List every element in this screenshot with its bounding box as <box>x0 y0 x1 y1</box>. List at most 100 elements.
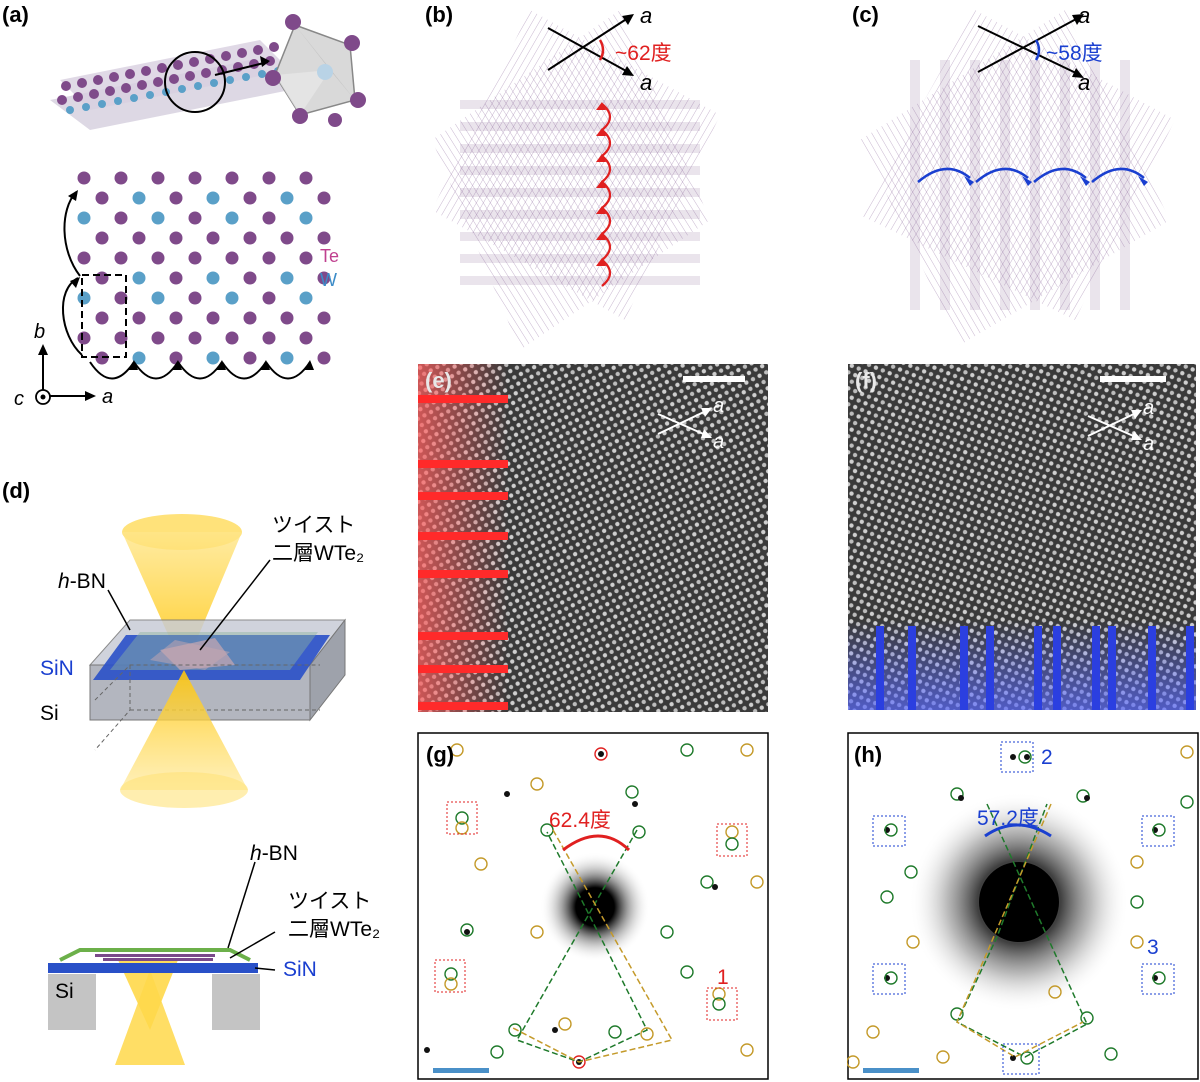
w-atom <box>132 271 146 285</box>
w-atom <box>206 191 220 205</box>
panel-label-b: (b) <box>425 2 454 27</box>
label-twist-lower-1: ツイスト <box>288 890 371 913</box>
hop-arrow <box>601 181 612 209</box>
label-hbn-upper: h-BN <box>58 570 106 593</box>
stripe-marker <box>1092 626 1100 710</box>
zoom-circle <box>164 51 226 113</box>
te-atom <box>57 95 67 105</box>
stripe-marker <box>418 460 508 468</box>
legend-w: W <box>320 270 337 290</box>
diffraction-ring <box>460 923 474 937</box>
diffraction-spot <box>1010 754 1016 760</box>
scale-bar-g <box>433 1068 489 1073</box>
stripe-marker <box>1053 626 1061 710</box>
te-atom <box>169 271 183 285</box>
te-atom <box>243 351 257 365</box>
label-twist-upper-1: ツイスト <box>272 514 355 537</box>
tem-beam-bottom-cone <box>120 670 248 808</box>
te-atom <box>188 171 202 185</box>
te-atom <box>173 60 183 70</box>
diffraction-ring <box>1080 1011 1094 1025</box>
w-atom <box>151 211 165 225</box>
w-atom <box>280 351 294 365</box>
label-si-upper: Si <box>40 702 59 725</box>
te-atom <box>269 42 279 52</box>
te-atom <box>169 231 183 245</box>
spot-label-2: 2 <box>1041 746 1053 769</box>
hop-arrow <box>1033 167 1087 183</box>
axis-a-bottom-f: a <box>1143 433 1154 455</box>
te-atom <box>105 86 115 96</box>
diffraction-ring <box>740 1043 754 1057</box>
diffraction-spot <box>464 929 470 935</box>
w-atom <box>114 97 122 105</box>
diffraction-ring <box>632 825 646 839</box>
te-atom <box>299 251 313 265</box>
stripe-marker <box>1186 626 1194 710</box>
diffraction-ring <box>1048 985 1062 999</box>
moire-stripe <box>460 210 700 219</box>
label-si-lower: Si <box>55 980 74 1003</box>
diffraction-ring <box>1152 971 1166 985</box>
hop-arrow <box>601 259 612 287</box>
diffraction-ring <box>712 997 726 1011</box>
legend-te: Te <box>320 246 339 266</box>
w-atom <box>206 351 220 365</box>
hop-arrowhead <box>596 232 606 240</box>
angle-label-c: ~58度 <box>1046 42 1103 65</box>
panel-f-tem-image: a a <box>848 364 1196 710</box>
te-atom <box>262 291 276 305</box>
stripe-marker <box>418 532 508 540</box>
panel-b-figure: a a ~62度 <box>432 3 720 350</box>
te-atom <box>61 81 71 91</box>
moire-stripe <box>1000 60 1010 310</box>
moire-stripe <box>460 100 700 109</box>
te-atom <box>225 171 239 185</box>
te-atom <box>77 331 91 345</box>
green-lattice-g <box>515 829 649 1063</box>
diffraction-ring <box>880 890 894 904</box>
stripe-marker <box>876 626 884 710</box>
stripe-marker <box>1108 626 1116 710</box>
hop-arrow <box>601 129 612 157</box>
panel-a-figure: b c a Te W <box>14 14 366 410</box>
te-atom <box>188 331 202 345</box>
panel-c-figure: a a ~58度 <box>860 3 1175 345</box>
diffraction-ring <box>884 971 898 985</box>
hop-arrow <box>917 167 971 183</box>
te-atom <box>299 171 313 185</box>
hop-arrowhead <box>128 360 138 370</box>
diffraction-ring <box>904 865 918 879</box>
te-atom <box>317 271 331 285</box>
chip-3d <box>88 618 347 751</box>
te-atom <box>151 171 165 185</box>
te-atom <box>201 68 211 78</box>
panel-h-diffraction: 57.2度 2 3 <box>847 732 1199 1080</box>
scale-bar-e <box>683 376 745 382</box>
te-atom <box>221 51 231 61</box>
spot-label-3: 3 <box>1147 936 1159 959</box>
te-atom <box>132 311 146 325</box>
te-atom <box>317 231 331 245</box>
w-atom <box>66 106 74 114</box>
panel-label-c: (c) <box>852 2 879 27</box>
te-atom <box>299 331 313 345</box>
diffraction-ring <box>625 785 639 799</box>
te-atom <box>169 351 183 365</box>
diffraction-ring <box>608 1025 622 1039</box>
te-atom <box>77 78 87 88</box>
panel-label-a: (a) <box>2 2 29 27</box>
moire-stripe <box>460 232 700 241</box>
hop-arrowhead <box>1022 176 1032 186</box>
diffraction-spot <box>958 795 964 801</box>
diffraction-ring <box>558 1017 572 1031</box>
axis-label-a: a <box>102 386 113 408</box>
label-twist-lower-2: 二層WTe₂ <box>288 918 380 941</box>
axis-a-top-e: a <box>713 395 724 417</box>
hop-arrowhead <box>596 128 606 136</box>
hop-arrowhead <box>216 360 226 370</box>
w-atom <box>194 82 202 90</box>
te-atom <box>114 251 128 265</box>
w-atom <box>210 79 218 87</box>
w-atom <box>146 91 154 99</box>
